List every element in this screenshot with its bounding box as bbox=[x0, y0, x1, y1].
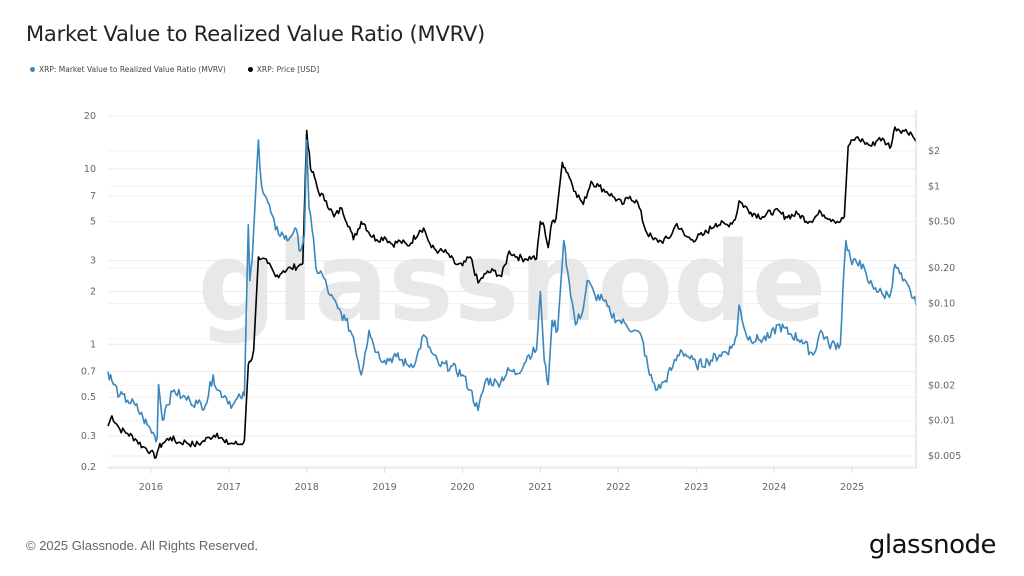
x-ticks: 2016 2017 2018 2019 2020 2021 2022 2023 2024 2025 bbox=[139, 468, 864, 493]
y-right-tick-label: $0.50 bbox=[928, 217, 955, 228]
y-right-tick-label: $0.005 bbox=[928, 451, 961, 462]
x-tick-label: 2018 bbox=[295, 482, 319, 493]
y-left-tick-label: 3 bbox=[90, 256, 96, 267]
y-right-ticks: $2 $1 $0.50 $0.20 $0.10 $0.05 $0.02 $0.01 $0.005 bbox=[928, 146, 961, 462]
series-line-price bbox=[107, 126, 917, 459]
y-right-tick-label: $2 bbox=[928, 146, 940, 157]
x-tick-label: 2023 bbox=[684, 482, 708, 493]
x-tick-label: 2020 bbox=[450, 482, 474, 493]
legend-dot-price bbox=[247, 67, 253, 72]
y-left-tick-label: 10 bbox=[84, 164, 96, 175]
legend-label-price: XRP: Price [USD] bbox=[256, 65, 320, 74]
y-left-tick-label: 0.2 bbox=[81, 462, 96, 473]
y-left-tick-label: 5 bbox=[90, 217, 96, 228]
copyright-text: © 2025 Glassnode. All Rights Reserved. bbox=[26, 538, 259, 553]
chart-title: Market Value to Realized Value Ratio (MV… bbox=[26, 22, 486, 46]
legend-label-mvrv: XRP: Market Value to Realized Value Rati… bbox=[39, 65, 226, 74]
x-tick-label: 2017 bbox=[217, 482, 241, 493]
legend-dot-mvrv bbox=[30, 67, 35, 72]
y-right-tick-label: $0.10 bbox=[928, 299, 955, 310]
y-left-tick-label: 2 bbox=[90, 287, 96, 298]
y-right-tick-label: $1 bbox=[928, 181, 940, 192]
legend-item-price[interactable]: XRP: Price [USD] bbox=[247, 65, 320, 74]
x-tick-label: 2019 bbox=[373, 482, 397, 493]
y-left-tick-label: 0.3 bbox=[81, 431, 96, 442]
y-right-tick-label: $0.02 bbox=[928, 380, 955, 391]
chart-legend: XRP: Market Value to Realized Value Rati… bbox=[30, 65, 319, 74]
legend-item-mvrv[interactable]: XRP: Market Value to Realized Value Rati… bbox=[30, 65, 226, 74]
y-left-tick-label: 7 bbox=[90, 191, 96, 202]
series-line-mvrv bbox=[107, 139, 917, 443]
y-right-tick-label: $0.20 bbox=[928, 263, 955, 274]
brand-logo: glassnode bbox=[868, 530, 997, 560]
x-tick-label: 2021 bbox=[528, 482, 552, 493]
x-tick-label: 2016 bbox=[139, 482, 163, 493]
x-tick-label: 2024 bbox=[762, 482, 786, 493]
y-left-tick-label: 0.7 bbox=[81, 367, 96, 378]
y-left-tick-label: 0.5 bbox=[81, 392, 96, 403]
y-left-tick-label: 1 bbox=[90, 339, 96, 350]
series-group bbox=[107, 126, 917, 459]
y-right-tick-label: $0.01 bbox=[928, 416, 955, 427]
x-tick-label: 2022 bbox=[606, 482, 630, 493]
y-left-tick-label: 20 bbox=[84, 111, 96, 122]
x-tick-label: 2025 bbox=[840, 482, 864, 493]
y-left-ticks: 20 10 7 5 3 2 1 0.7 0.5 0.3 0.2 bbox=[81, 111, 96, 473]
watermark: glassnode bbox=[198, 218, 827, 346]
y-right-tick-label: $0.05 bbox=[928, 334, 955, 345]
